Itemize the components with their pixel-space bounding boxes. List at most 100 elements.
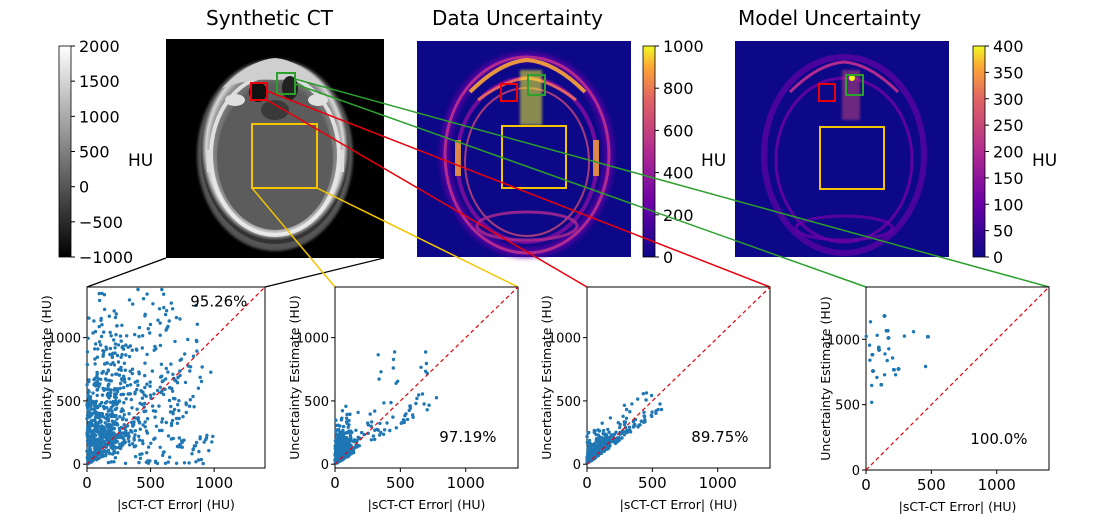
scatter-point [171,307,175,311]
scatter-point [117,373,122,377]
scatter-point [152,392,156,396]
scatter-point [113,387,117,391]
scatter-point [132,445,136,449]
scatter-point [135,379,140,383]
scatter-point [89,403,93,407]
scatter-point [174,416,179,421]
scatter-point [131,442,135,446]
scatter-point [99,343,103,347]
scatter-point [886,336,891,340]
scatter-point [106,409,111,413]
scatter-point [205,433,209,437]
scatter-point [656,407,660,412]
scatter-point [171,396,176,401]
scatter-point [607,430,611,434]
roi-box-brain [819,126,885,190]
scatter-point [879,383,883,387]
scatter-point [345,440,349,444]
scatter-point [620,436,624,440]
scatter-point [148,331,152,335]
scatter-point [116,343,121,347]
scatter-point [368,412,372,416]
scatter-point [158,333,162,337]
y-tick-label: 0 [573,458,581,473]
scatter-point [93,357,97,361]
scatter-point [107,392,112,396]
y-axis-label: Uncertainty Estimate (HU) [818,296,833,461]
scatter-point [585,435,589,439]
scatter-point [112,363,117,367]
scatter-point [113,346,117,350]
scatter-point [186,337,190,342]
scatter-point [169,404,173,409]
scatter-point [594,445,598,449]
scatter-point [175,381,180,385]
scatter-point [92,418,97,422]
y-tick-label: 0 [73,458,81,473]
scatter-point [335,437,339,442]
scatter-point [643,418,647,422]
x-tick-label: 0 [330,474,340,492]
scatter-point [109,425,113,429]
x-tick-label: 1000 [978,476,1016,494]
colorbar-plasma-strip [972,45,986,258]
scatter-point [140,334,145,338]
scatter-points [864,314,930,404]
scatter-point [379,370,383,374]
x-tick-label: 1000 [699,474,737,492]
scatter-point [146,445,151,449]
connector-whole-left [86,257,167,288]
scatter-point [85,455,90,460]
scatter-point [99,316,103,321]
scatter-point [209,370,213,374]
scatter-point [115,372,119,376]
scatter-point [143,314,147,318]
scatter-point [107,387,111,391]
scatter-point [338,424,342,428]
scatter-point [108,330,112,335]
scatter-point [104,387,108,391]
scatter-point [124,343,128,347]
scatter-point [616,439,620,444]
scatter-point [160,379,164,384]
scatter-point [144,409,148,413]
scatter-point [169,301,173,305]
scatter-point [587,452,591,456]
scatter-point [105,417,110,422]
scatter-point [341,447,345,451]
scatter-point [168,455,172,459]
scatter-point [649,393,654,398]
scatter-point [641,392,645,396]
scatter-point [100,393,105,397]
scatter-point [191,394,195,399]
scatter-point [137,334,141,339]
colorbar-tick-label: 1500 [79,72,120,91]
scatter-point [423,369,428,373]
scatter-point [95,448,99,453]
scatter-point [171,412,175,416]
scatter-point [614,430,618,434]
scatter-point [141,441,145,446]
scatter-point [113,456,118,460]
scatter-point [105,438,110,443]
scatter-point [140,439,145,443]
scatter-point [158,321,162,325]
scatter-point [591,451,595,455]
scatter-point [137,325,142,330]
scatter-point [112,450,116,454]
scatter-point [99,334,104,339]
scatter-point [159,362,164,366]
connector-green-right [294,78,1050,288]
scatter-point [170,418,175,423]
scatter-point [85,417,89,421]
scatter-point [346,443,350,448]
scatter-point [150,404,155,408]
scatter-point [167,398,172,403]
scatter-point [101,427,106,432]
scatter-point [106,423,110,427]
scatter-point [112,395,117,399]
roi-box-green [845,74,864,96]
colorbar-tick-label: 800 [663,79,694,98]
scatter-point [164,377,168,381]
scatter-point [658,402,662,406]
